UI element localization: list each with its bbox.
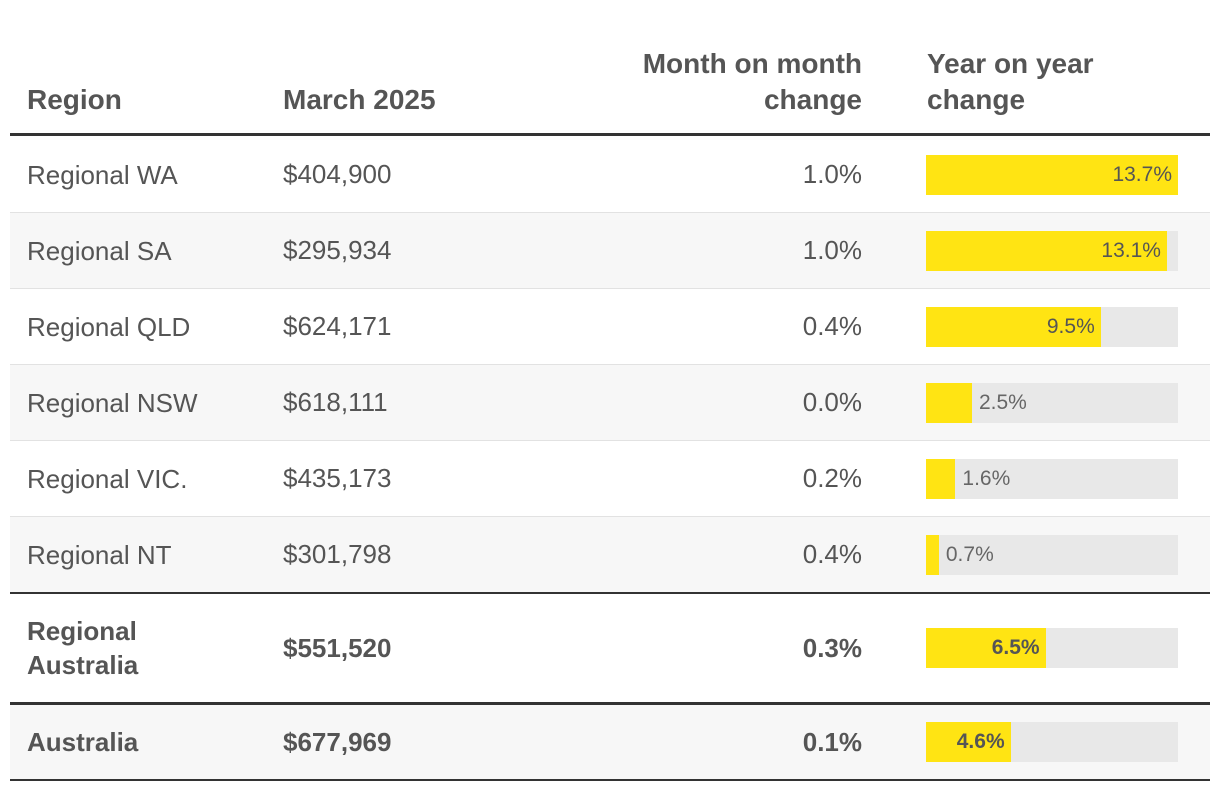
- row-rule: [10, 440, 1210, 441]
- mom-cell: 0.1%: [802, 726, 862, 757]
- bar-label: 13.7%: [1112, 162, 1172, 186]
- region-cell: Regional QLD: [27, 311, 191, 342]
- bar: [926, 534, 939, 575]
- header-rule: [10, 133, 1210, 136]
- bar: [926, 382, 972, 423]
- bottom-rule: [10, 779, 1210, 781]
- price-cell: $301,798: [283, 539, 392, 569]
- bar-track: 13.7%: [926, 154, 1178, 195]
- bar: [926, 722, 1011, 762]
- price-cell: $618,111: [283, 387, 388, 417]
- price-cell: $435,173: [283, 463, 392, 493]
- region-cell: Regional Australia: [27, 616, 139, 680]
- header-cell: Year on year change: [927, 48, 1094, 115]
- bar: [926, 154, 1178, 195]
- mom-cell: 1.0%: [802, 159, 862, 189]
- bar-label: 6.5%: [991, 636, 1040, 659]
- mom-cell: 1.0%: [802, 235, 862, 265]
- price-cell: $295,934: [283, 235, 392, 265]
- bar-track: 9.5%: [926, 306, 1178, 347]
- mom-cell: 0.0%: [802, 387, 862, 417]
- row-rule: [10, 364, 1210, 365]
- mom-cell: 0.2%: [802, 463, 862, 493]
- region-cell: Australia: [27, 727, 139, 757]
- mom-cell: 0.4%: [802, 539, 862, 569]
- bar-label: 9.5%: [1046, 314, 1095, 338]
- region-cell: Regional SA: [27, 235, 172, 266]
- bar: [926, 230, 1167, 271]
- bar-track: 4.6%: [926, 722, 1178, 762]
- table-row: Regional VIC. $435,173 0.2% 1.6%: [10, 441, 1210, 516]
- price-cell: $677,969: [283, 726, 392, 757]
- mom-cell: 0.3%: [802, 632, 862, 663]
- price-cell: $624,171: [283, 311, 392, 341]
- table-row: Regional Australia $551,520 0.3% 6.5%: [10, 594, 1210, 702]
- bar: [926, 306, 1101, 347]
- bar-track: 2.5%: [926, 382, 1178, 423]
- region-cell: Regional VIC.: [27, 463, 188, 494]
- bar-track: 1.6%: [926, 458, 1178, 499]
- header-cell: Region: [27, 84, 122, 115]
- table-row: Regional NT $301,798 0.4% 0.7%: [10, 517, 1210, 592]
- bar: [926, 458, 956, 499]
- section-rule: [10, 702, 1210, 705]
- row-rule: [10, 516, 1210, 517]
- region-cell: Regional NSW: [27, 387, 198, 418]
- bar: [926, 628, 1046, 668]
- bar-label: 0.7%: [945, 542, 994, 566]
- row-rule: [10, 288, 1210, 289]
- table-row: Regional NSW $618,111 0.0% 2.5%: [10, 365, 1210, 440]
- bar-label: 4.6%: [956, 730, 1005, 753]
- bar-label: 2.5%: [978, 390, 1027, 414]
- bar-label: 1.6%: [962, 466, 1011, 490]
- row-rule: [10, 212, 1210, 213]
- region-cell: Regional WA: [27, 159, 178, 190]
- bar-track: 13.1%: [926, 230, 1178, 271]
- header-cell: March 2025: [283, 84, 436, 115]
- table-row: Regional QLD $624,171 0.4% 9.5%: [10, 289, 1210, 364]
- table-row: Australia $677,969 0.1% 4.6%: [10, 705, 1210, 779]
- bar-track: 0.7%: [926, 534, 1178, 575]
- header-cell: Month on month change: [642, 48, 862, 115]
- table-row: Regional SA $295,934 1.0% 13.1%: [10, 213, 1210, 288]
- price-cell: $551,520: [283, 632, 392, 663]
- price-cell: $404,900: [283, 159, 392, 189]
- section-rule: [10, 592, 1210, 594]
- table-row: Regional WA $404,900 1.0% 13.7%: [10, 137, 1210, 212]
- bar-label: 13.1%: [1101, 238, 1161, 262]
- bar-track: 6.5%: [926, 628, 1178, 668]
- mom-cell: 0.4%: [802, 311, 862, 341]
- region-cell: Regional NT: [27, 539, 172, 570]
